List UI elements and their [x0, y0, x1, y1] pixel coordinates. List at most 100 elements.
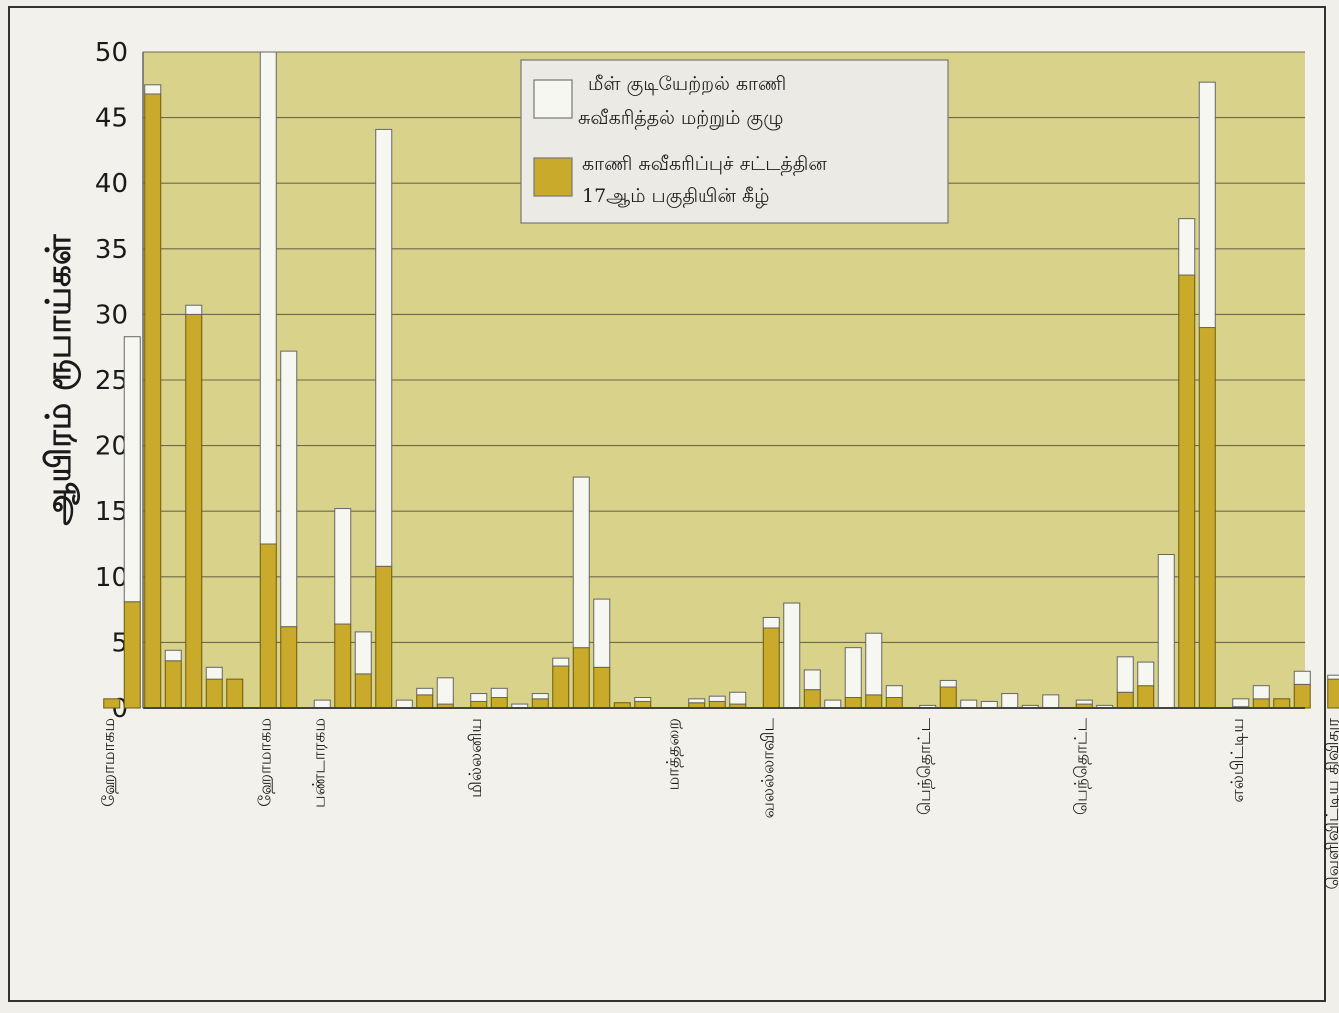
legend: மீள் குடியேற்றல் காணி சுவீகரித்தல் மற்று…: [520, 59, 949, 224]
gridlines: [143, 51, 1305, 643]
bar-segment-white: [1232, 698, 1250, 708]
bar-segment-white: [1116, 656, 1134, 693]
bar-segment-white: [470, 693, 488, 702]
x-tick-label: எல்பிட்டிய: [1228, 718, 1248, 803]
bar-segment-gold: [164, 660, 182, 709]
bar-segment-white: [572, 476, 590, 649]
bar-segment-gold: [1252, 698, 1270, 709]
bar-segment-white: [490, 687, 508, 699]
x-tick-label: மாத்தறை: [663, 718, 683, 790]
bar-segment-gold: [531, 698, 549, 709]
bar-segment-gold: [259, 543, 277, 709]
legend-label-2-line-1: காணி சுவீகரிப்புச் சட்டத்தின: [582, 153, 827, 176]
y-tick-label: 20: [95, 432, 128, 462]
x-tick-labels: ஹோமாகம ஹோமாகம பண்டாரகம மில்லனிய மாத்தறை வலல்ல…: [99, 718, 1339, 890]
x-tick-label: ஹோமாகம: [99, 718, 119, 807]
bar-segment-white: [164, 649, 182, 662]
y-tick-label: 45: [95, 104, 128, 134]
x-tick-label: பெந்தொட்ட: [915, 718, 935, 816]
bar-segment-gold: [226, 678, 244, 709]
x-tick-label: வலல்லாவிட: [758, 718, 778, 819]
bar-segment-gold: [885, 697, 903, 709]
bar-segment-gold: [762, 627, 780, 709]
bar-segment-gold: [593, 666, 611, 709]
bar-segment-white: [1042, 694, 1060, 709]
bar-segment-gold: [939, 686, 957, 709]
bar-segment-gold: [416, 694, 434, 709]
bar-segment-gold: [803, 689, 821, 709]
y-tick-label: 35: [95, 235, 128, 265]
bar-segment-white: [1137, 661, 1155, 687]
y-tick-label: 40: [95, 169, 128, 199]
bar-segment-white: [416, 687, 434, 696]
bars: [103, 51, 1339, 709]
bar-segment-gold: [144, 93, 162, 709]
bar-segment-white: [259, 51, 277, 545]
bar-segment-white: [844, 647, 862, 699]
bar-segment-gold: [185, 313, 203, 709]
bar-segment-gold: [123, 601, 141, 709]
bar-segment-white: [1198, 81, 1216, 329]
bar-segment-gold: [1116, 691, 1134, 709]
bar-segment-white: [1327, 674, 1339, 680]
bar-segment-white: [593, 598, 611, 668]
bar-segment-white: [436, 677, 454, 705]
bar-segment-white: [762, 616, 780, 629]
legend-swatch-gold: [533, 157, 573, 197]
bar-segment-white: [1001, 693, 1019, 709]
bar-segment-white: [960, 699, 978, 709]
bar-segment-white: [375, 128, 393, 567]
bar-segment-white: [334, 508, 352, 625]
bar-segment-gold: [1327, 678, 1339, 709]
bar-segment-white: [708, 695, 726, 702]
bar-segment-gold: [205, 678, 223, 709]
bar-segment-gold: [844, 697, 862, 709]
legend-swatch-white: [533, 79, 573, 119]
bar-segment-gold: [572, 647, 590, 709]
bar-segment-gold: [103, 698, 121, 709]
bar-segment-gold: [375, 565, 393, 709]
bar-segment-white: [205, 666, 223, 680]
bar-segment-gold: [552, 665, 570, 709]
x-tick-label: பெந்தொட்ட: [1071, 718, 1091, 816]
bar-segment-white: [634, 697, 652, 702]
bar-segment-white: [1157, 553, 1175, 709]
bar-segment-white: [552, 657, 570, 667]
bar-segment-white: [688, 698, 706, 704]
x-tick-label: வெளிவிட்டிய திவிதுர: [1323, 718, 1339, 890]
bar-segment-white: [1178, 218, 1196, 276]
bar-segment-white: [1252, 685, 1270, 700]
bar-segment-white: [531, 693, 549, 700]
y-tick-label: 25: [95, 366, 128, 396]
bar-segment-white: [313, 699, 331, 709]
bar-segment-gold: [490, 697, 508, 709]
bar-segment-white: [865, 632, 883, 696]
bar-segment-white: [280, 350, 298, 628]
legend-box: [520, 59, 949, 224]
bar-segment-white: [1075, 699, 1093, 705]
y-axis-label: ஆயிரம் ரூபாய்கள்: [39, 234, 81, 525]
bar-segment-gold: [334, 623, 352, 709]
bar-segment-gold: [1178, 274, 1196, 709]
y-tick-label: 30: [95, 300, 128, 330]
x-tick-label: மில்லனிய: [466, 718, 486, 798]
bar-segment-white: [729, 691, 747, 705]
bar-segment-white: [939, 679, 957, 688]
legend-label-1-line-2: சுவீகரித்தல் மற்றும் குழு: [578, 107, 783, 130]
bar-segment-white: [1293, 670, 1311, 685]
y-tick-label: 15: [95, 497, 128, 527]
x-tick-label: ஹோமாகம: [255, 718, 275, 807]
bar-segment-white: [185, 304, 203, 315]
bar-segment-gold: [354, 673, 372, 709]
bar-segment-white: [395, 699, 413, 709]
bar-segment-white: [123, 336, 141, 603]
bar-segment-gold: [1293, 683, 1311, 709]
bar-segment-gold: [1137, 685, 1155, 709]
bar-segment-gold: [1198, 327, 1216, 709]
bar-segment-white: [803, 669, 821, 691]
x-tick-label: பண்டாரகம: [309, 718, 329, 808]
legend-label-2-line-2: 17ஆம் பகுதியின் கீழ்: [582, 185, 769, 208]
bar-segment-white: [824, 699, 842, 709]
bar-segment-white: [783, 602, 801, 709]
